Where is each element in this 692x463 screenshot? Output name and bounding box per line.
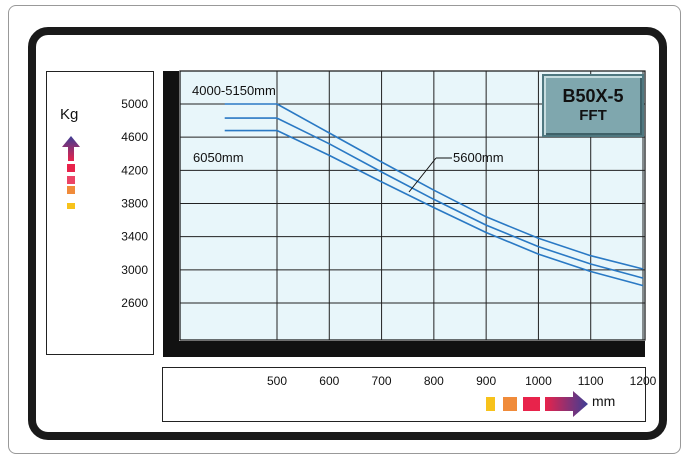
x-tick-label-1000: 1000 <box>525 374 552 388</box>
label-pointer-5600mm <box>408 157 437 193</box>
x-unit-label: mm <box>592 393 616 409</box>
x-tick-label-900: 900 <box>476 374 496 388</box>
x-tick-labels: 500 600 700 800 900 1000 1100 1200 <box>267 374 657 388</box>
y-tick-label-4600: 4600 <box>121 130 148 144</box>
legend-swatch-red <box>67 164 75 172</box>
plot-frame-left <box>163 71 179 357</box>
plot-frame <box>163 71 645 357</box>
legend-swatch-orange-x <box>503 397 517 411</box>
x-axis-panel <box>162 367 646 422</box>
y-tick-label-4200: 4200 <box>121 163 148 177</box>
series-line-5600mm <box>224 117 644 279</box>
y-tick-label-3400: 3400 <box>121 230 148 244</box>
y-tick-label-3800: 3800 <box>121 197 148 211</box>
series-line-6050mm <box>224 129 644 287</box>
x-tick-label-1100: 1100 <box>578 374 604 388</box>
legend-swatch-yellow <box>67 203 75 209</box>
legend-swatch-yellow-x <box>486 397 495 411</box>
series-label-6050mm: 6050mm <box>193 150 244 165</box>
x-tick-label-700: 700 <box>372 374 392 388</box>
legend-swatch-red-x <box>523 397 540 411</box>
curves <box>224 103 644 287</box>
x-tick-label-500: 500 <box>267 374 287 388</box>
legend-swatch-orange <box>67 186 75 194</box>
legend-swatch-red-2 <box>67 176 75 184</box>
y-axis-panel <box>46 71 154 355</box>
x-tick-label-1200: 1200 <box>630 374 657 388</box>
model-badge: B50X-5 FFT <box>542 74 644 137</box>
series-label-5600mm: 5600mm <box>453 150 504 165</box>
plot-frame-bottom <box>163 341 645 357</box>
x-tick-label-600: 600 <box>319 374 339 388</box>
y-legend-icon <box>62 136 80 209</box>
y-tick-label-3000: 3000 <box>121 263 148 277</box>
y-tick-label-2600: 2600 <box>121 296 148 310</box>
x-tick-label-800: 800 <box>424 374 444 388</box>
series-label-4000-5150mm: 4000-5150mm <box>192 83 276 98</box>
model-name: B50X-5 <box>562 85 624 106</box>
grid <box>180 71 645 340</box>
series-line-4000-5150mm <box>224 103 644 270</box>
up-arrow-icon <box>62 136 80 161</box>
x-legend-icon <box>486 391 588 417</box>
model-variant: FFT <box>579 106 607 124</box>
y-unit-label: Kg <box>60 106 79 123</box>
y-tick-label-5000: 5000 <box>121 97 148 111</box>
right-arrow-icon <box>545 391 588 417</box>
y-tick-labels: 5000 4600 4200 3800 3400 3000 2600 <box>121 97 148 310</box>
